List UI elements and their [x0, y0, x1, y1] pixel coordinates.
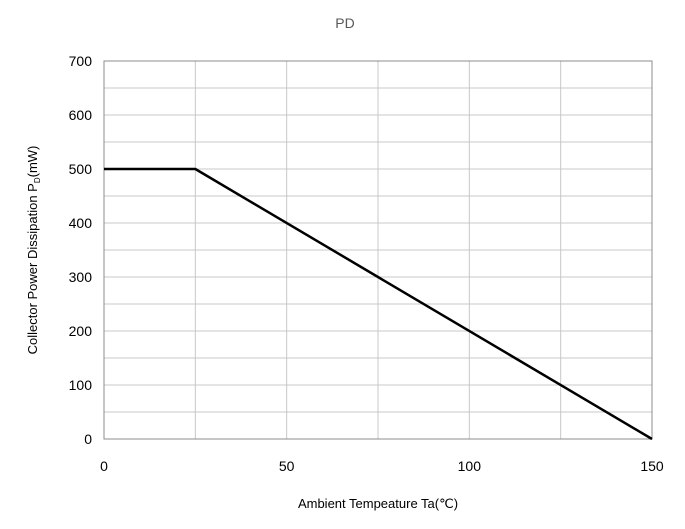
grid: [103, 60, 653, 440]
x-tick-label: 150: [640, 458, 664, 474]
x-tick-label: 50: [279, 458, 295, 474]
y-axis-label: Collector Power Dissipation PD(mW): [25, 146, 42, 355]
y-tick-label: 100: [69, 377, 93, 393]
y-tick-label: 700: [69, 53, 93, 69]
x-axis-label: Ambient Tempeature Ta(℃): [298, 496, 458, 511]
y-tick-label: 300: [69, 269, 93, 285]
y-axis-label-subscript: D: [33, 177, 42, 183]
x-tick-label: 0: [100, 458, 108, 474]
y-axis-ticks: 0 100 200 300 400 500 600 700: [69, 53, 93, 447]
series-group: [104, 167, 653, 441]
y-tick-label: 400: [69, 215, 93, 231]
y-tick-label: 600: [69, 107, 93, 123]
y-axis-label-main: Collector Power Dissipation P: [25, 183, 40, 354]
x-tick-label: 100: [458, 458, 482, 474]
plot-frame: [103, 60, 653, 440]
y-tick-label: 0: [84, 431, 92, 447]
y-tick-label: 200: [69, 323, 93, 339]
chart-title: PD: [335, 15, 354, 31]
series-line: [104, 167, 653, 441]
y-tick-label: 500: [69, 161, 93, 177]
y-axis-label-unit: (mW): [25, 146, 40, 178]
x-axis-ticks: 0 50 100 150: [100, 458, 664, 474]
